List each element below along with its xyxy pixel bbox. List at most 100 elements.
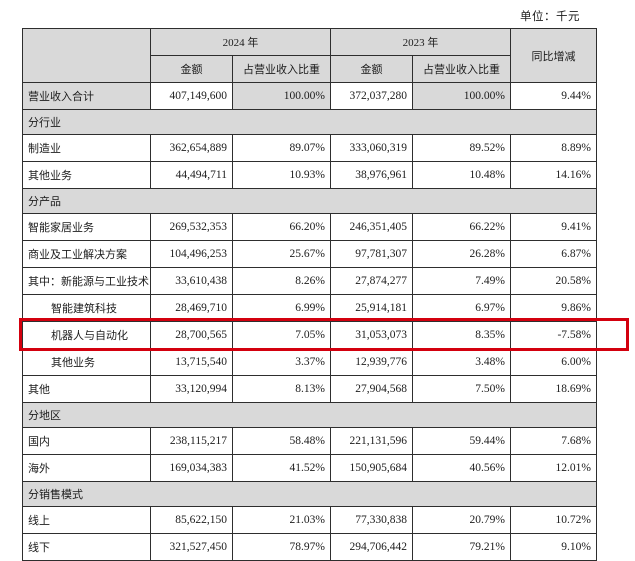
pct-2023: 26.28% [412,240,511,268]
table-row: 其他业务 44,494,711 10.93% 38,976,961 10.48% 14.1… [22,161,597,189]
row-label: 商业及工业解决方案 [22,240,151,268]
unit-label: 单位：千元 [520,11,580,23]
table-row: 国内 238,115,217 58.48% 221,131,596 59.44% 7.68… [22,427,597,455]
yoy-change: -7.58% [510,321,597,349]
pct-2024: 8.13% [232,375,331,403]
amount-2024: 104,496,253 [150,240,233,268]
yoy-change: 10.72% [510,506,597,534]
amount-2024: 238,115,217 [150,427,233,455]
amount-2024: 28,700,565 [150,321,233,349]
amount-2024: 362,654,889 [150,134,233,162]
header-amount-2024: 金额 [150,55,233,83]
pct-2024: 89.07% [232,134,331,162]
row-label: 营业收入合计 [22,82,151,110]
table-row: 线上 85,622,150 21.03% 77,330,838 20.79% 10.72% [22,506,597,534]
section-row: 分地区 [22,402,597,428]
pct-2023: 59.44% [412,427,511,455]
amount-2023: 38,976,961 [330,161,413,189]
table-row: 其他 33,120,994 8.13% 27,904,568 7.50% 18.69% [22,375,597,403]
yoy-change: 12.01% [510,454,597,482]
amount-2023: 25,914,181 [330,294,413,322]
table-row: 商业及工业解决方案 104,496,253 25.67% 97,781,307 26.2… [22,240,597,268]
header-pct-2024: 占营业收入比重 [232,55,331,83]
amount-2023: 372,037,280 [330,82,413,110]
table-row: 其他业务 13,715,540 3.37% 12,939,776 3.48% 6.00% [22,348,597,376]
row-label: 智能建筑科技 [22,294,151,322]
amount-2023: 150,905,684 [330,454,413,482]
pct-2023: 100.00% [412,82,511,110]
revenue-table-wrap: 2024 年 2023 年 同比增减 金额 占营业收入比重 金额 占营业收入比重… [19,28,629,561]
row-label: 机器人与自动化 [22,321,151,349]
row-label: 线下 [22,533,151,561]
pct-2024: 78.97% [232,533,331,561]
pct-2023: 8.35% [412,321,511,349]
pct-2023: 7.50% [412,375,511,403]
row-label: 其他业务 [22,348,151,376]
yoy-change: 9.10% [510,533,597,561]
pct-2024: 25.67% [232,240,331,268]
yoy-change: 14.16% [510,161,597,189]
yoy-change: 18.69% [510,375,597,403]
header-year-2024: 2024 年 [150,28,331,56]
section-label: 分行业 [22,109,597,135]
pct-2023: 66.22% [412,213,511,241]
yoy-change: 9.41% [510,213,597,241]
row-label: 其他业务 [22,161,151,189]
row-label: 其他 [22,375,151,403]
table-row: 营业收入合计 407,149,600 100.00% 372,037,280 100.0… [22,82,597,110]
table-row: 制造业 362,654,889 89.07% 333,060,319 89.52% 8.8… [22,134,597,162]
header-empty-cell [22,28,151,83]
amount-2023: 333,060,319 [330,134,413,162]
amount-2024: 28,469,710 [150,294,233,322]
amount-2023: 31,053,073 [330,321,413,349]
table-row: 机器人与自动化 28,700,565 7.05% 31,053,073 8.35% -7.… [22,321,597,349]
pct-2023: 10.48% [412,161,511,189]
amount-2023: 246,351,405 [330,213,413,241]
row-label: 线上 [22,506,151,534]
pct-2024: 21.03% [232,506,331,534]
amount-2023: 27,904,568 [330,375,413,403]
amount-2024: 407,149,600 [150,82,233,110]
amount-2024: 321,527,450 [150,533,233,561]
pct-2023: 40.56% [412,454,511,482]
header-amount-2023: 金额 [330,55,413,83]
row-label: 国内 [22,427,151,455]
yoy-change: 20.58% [510,267,597,295]
pct-2023: 6.97% [412,294,511,322]
amount-2023: 77,330,838 [330,506,413,534]
table-row: 其中：新能源与工业技术 33,610,438 8.26% 27,874,277 7.49… [22,267,597,295]
amount-2024: 33,610,438 [150,267,233,295]
pct-2024: 66.20% [232,213,331,241]
row-label: 制造业 [22,134,151,162]
table-row: 线下 321,527,450 78.97% 294,706,442 79.21% 9.10… [22,533,597,561]
header-row-measures: 金额 占营业收入比重 金额 占营业收入比重 [23,55,597,83]
pct-2023: 20.79% [412,506,511,534]
yoy-change: 9.44% [510,82,597,110]
amount-2023: 27,874,277 [330,267,413,295]
amount-2023: 294,706,442 [330,533,413,561]
header-year-2023: 2023 年 [330,28,511,56]
yoy-change: 6.87% [510,240,597,268]
amount-2024: 85,622,150 [150,506,233,534]
amount-2023: 221,131,596 [330,427,413,455]
amount-2024: 44,494,711 [150,161,233,189]
header-row-years: 2024 年 2023 年 同比增减 [22,28,597,83]
pct-2024: 6.99% [232,294,331,322]
pct-2024: 3.37% [232,348,331,376]
table-row: 智能家居业务 269,532,353 66.20% 246,351,405 66.22%… [22,213,597,241]
pct-2023: 7.49% [412,267,511,295]
pct-2024: 58.48% [232,427,331,455]
pct-2024: 10.93% [232,161,331,189]
header-pct-2023: 占营业收入比重 [412,55,511,83]
table-row: 智能建筑科技 28,469,710 6.99% 25,914,181 6.97% 9.86… [22,294,597,322]
yoy-change: 6.00% [510,348,597,376]
row-label: 其中：新能源与工业技术 [22,267,151,295]
pct-2023: 89.52% [412,134,511,162]
table-row: 海外 169,034,383 41.52% 150,905,684 40.56% 12.0… [22,454,597,482]
amount-2024: 269,532,353 [150,213,233,241]
amount-2024: 33,120,994 [150,375,233,403]
row-label: 智能家居业务 [22,213,151,241]
yoy-change: 7.68% [510,427,597,455]
section-label: 分产品 [22,188,597,214]
section-label: 分地区 [22,402,597,428]
